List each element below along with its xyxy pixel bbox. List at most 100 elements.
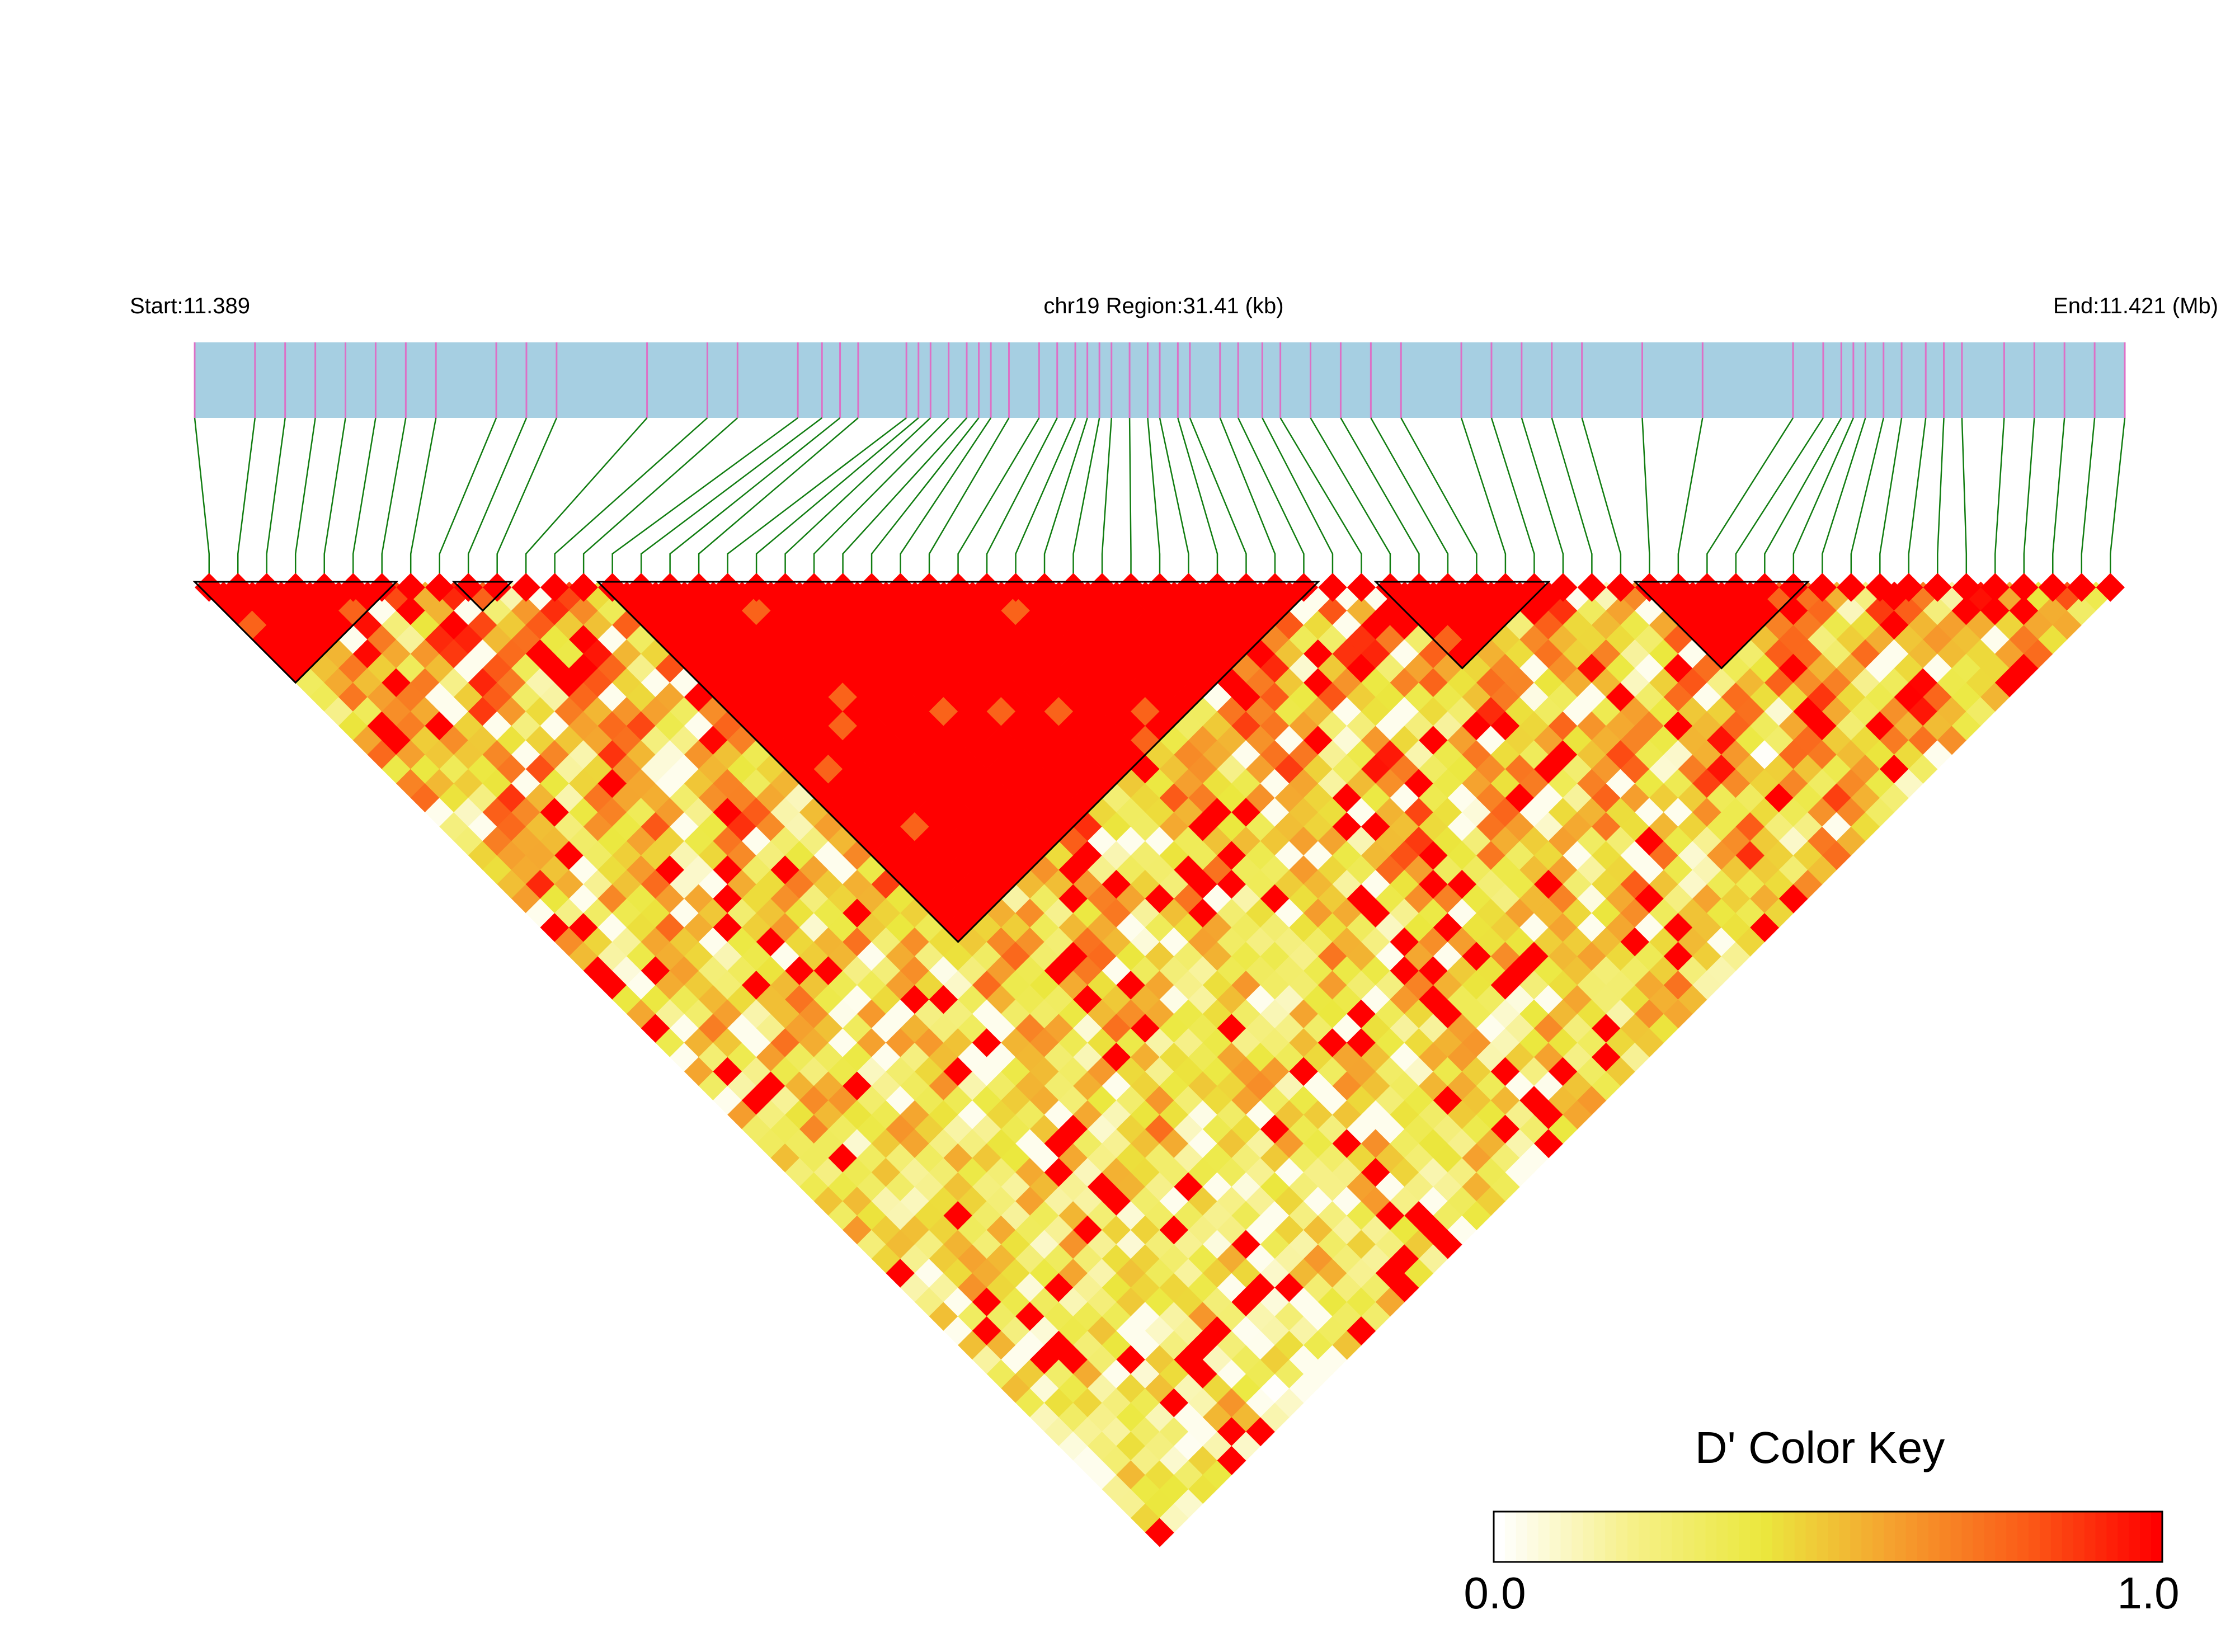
snp-connector <box>842 417 967 582</box>
color-key-segment <box>2006 1512 2018 1562</box>
snp-marker <box>367 573 397 602</box>
snp-connector <box>727 417 907 582</box>
color-key-segment <box>1794 1512 1806 1562</box>
snp-marker <box>1952 573 1981 602</box>
color-key-segment <box>1850 1512 1862 1562</box>
snp-marker <box>1030 573 1059 602</box>
snp-connector <box>1764 417 1842 582</box>
color-key-segment <box>2151 1512 2163 1562</box>
snp-marker <box>1837 573 1866 602</box>
haplotype-block-outline <box>596 581 1320 943</box>
color-key-segment <box>2062 1512 2074 1562</box>
snp-marker <box>1433 573 1462 602</box>
color-key-segment <box>1616 1512 1628 1562</box>
snp-connector <box>1370 417 1449 582</box>
snp-marker <box>2096 573 2125 602</box>
color-key-segment <box>1917 1512 1929 1562</box>
snp-connector <box>928 417 1010 582</box>
snp-connector <box>1937 417 1945 582</box>
snp-connector <box>323 417 346 582</box>
snp-connector <box>1521 417 1564 582</box>
snp-connector <box>1735 417 1824 582</box>
snp-marker <box>511 573 540 602</box>
snp-marker <box>1116 573 1146 602</box>
color-key-segment <box>1750 1512 1762 1562</box>
snp-marker <box>915 573 944 602</box>
color-key-segment <box>1839 1512 1851 1562</box>
snp-marker <box>338 573 368 602</box>
color-key-segment <box>2084 1512 2096 1562</box>
snp-position-ticks <box>194 342 2126 418</box>
snp-marker <box>943 573 973 602</box>
color-key-segment <box>2039 1512 2052 1562</box>
snp-marker <box>1664 573 1693 602</box>
snp-marker <box>1750 573 1780 602</box>
snp-marker <box>1692 573 1722 602</box>
snp-connector <box>755 417 919 582</box>
color-key-segment <box>1828 1512 1840 1562</box>
snp-marker <box>195 573 224 602</box>
snp-connector <box>1460 417 1507 582</box>
snp-marker <box>597 573 627 602</box>
snp-marker <box>1289 573 1319 602</box>
snp-marker <box>1174 573 1203 602</box>
snp-connector-lines <box>194 417 2126 582</box>
color-key-segment <box>1739 1512 1751 1562</box>
snp-marker <box>1001 573 1031 602</box>
snp-marker <box>396 573 425 602</box>
color-key-segment <box>1772 1512 1784 1562</box>
color-key-segment <box>1549 1512 1561 1562</box>
color-key-segment <box>1560 1512 1573 1562</box>
color-key-segment <box>1872 1512 1884 1562</box>
snp-connector <box>784 417 931 582</box>
snp-connector <box>2052 417 2065 582</box>
color-key-segment <box>2095 1512 2107 1562</box>
region-start-label: Start:11.389 <box>130 294 250 318</box>
snp-marker <box>1923 573 1952 602</box>
color-key-segment <box>1538 1512 1550 1562</box>
snp-connector <box>1908 417 1927 582</box>
snp-connector <box>554 417 708 582</box>
snp-marker <box>857 573 886 602</box>
color-key-segment <box>1973 1512 1985 1562</box>
color-key-segment <box>1605 1512 1617 1562</box>
snp-marker <box>1404 573 1434 602</box>
snp-marker <box>972 573 1001 602</box>
snp-marker <box>540 573 570 602</box>
snp-connector <box>1551 417 1593 582</box>
color-key-segment <box>1504 1512 1517 1562</box>
snp-connector <box>1279 417 1362 582</box>
snp-marker <box>886 573 915 602</box>
color-key-segment <box>1984 1512 1996 1562</box>
snp-marker <box>252 573 281 602</box>
snp-marker <box>1058 573 1088 602</box>
snp-marker <box>454 573 483 602</box>
snp-marker <box>1779 573 1808 602</box>
color-key-segment <box>2129 1512 2140 1562</box>
snp-marker <box>425 573 454 602</box>
snp-connector <box>1262 417 1334 582</box>
snp-connector <box>698 417 859 582</box>
snp-connector <box>381 417 407 582</box>
snp-marker <box>2010 573 2039 602</box>
color-key-segment <box>1527 1512 1539 1562</box>
snp-connector <box>1340 417 1420 582</box>
snp-marker <box>799 573 829 602</box>
snp-connector <box>1072 417 1100 582</box>
color-key-segment <box>1594 1512 1606 1562</box>
snp-marker <box>281 573 310 602</box>
snp-connector <box>2081 417 2096 582</box>
snp-connector <box>1043 417 1088 582</box>
snp-connector <box>1238 417 1305 582</box>
snp-marker <box>1376 573 1405 602</box>
snp-marker <box>1519 573 1549 602</box>
snp-marker <box>309 573 339 602</box>
color-key-segment <box>1728 1512 1739 1562</box>
color-key-segment <box>2017 1512 2029 1562</box>
region-center-label: chr19 Region:31.41 (kb) <box>1043 294 1283 318</box>
snp-connector <box>1879 417 1903 582</box>
snp-connector <box>1822 417 1866 582</box>
snp-marker <box>828 573 858 602</box>
snp-connector <box>525 417 648 582</box>
snp-marker <box>1203 573 1232 602</box>
